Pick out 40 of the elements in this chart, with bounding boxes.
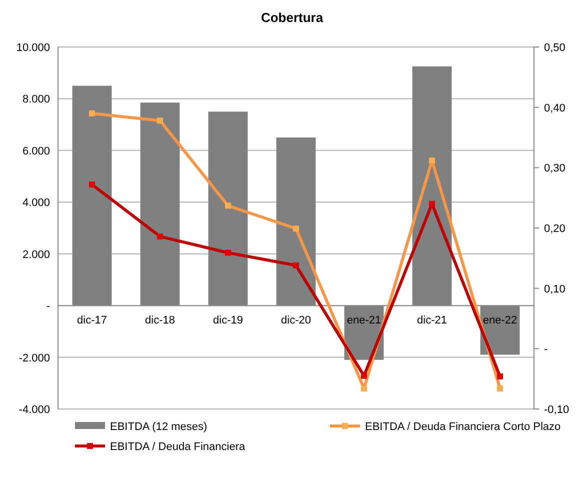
y2-tick-label: - — [544, 344, 548, 356]
y2-tick-label: 0,20 — [544, 223, 566, 235]
y-tick-label: 2.000 — [22, 248, 50, 261]
y2-tick-label: 0,40 — [544, 102, 566, 114]
y2-tick-label: -0,10 — [544, 404, 570, 416]
legend-label: EBITDA / Deuda Financiera Corto Plazo — [365, 421, 561, 433]
point — [89, 110, 95, 116]
point — [225, 202, 231, 209]
x-tick-label: dic-19 — [213, 314, 243, 327]
y2-tick-label: 0,10 — [544, 283, 566, 296]
x-tick-label: dic-17 — [77, 314, 107, 327]
point — [497, 385, 503, 392]
x-tick-label: ene-21 — [346, 314, 382, 327]
y2-tick-label: 0,30 — [544, 162, 566, 175]
point — [429, 157, 435, 164]
y-tick-label: - — [46, 300, 50, 313]
point — [361, 385, 367, 392]
point — [429, 200, 435, 207]
x-tick-label: ene-22 — [482, 314, 518, 327]
point — [361, 372, 367, 379]
chart-title: Cobertura — [260, 10, 324, 25]
point — [293, 226, 299, 232]
y-tick-label: 6.000 — [22, 145, 50, 158]
y-tick-label: -2.000 — [18, 352, 50, 364]
legend-label: EBITDA (12 meses) — [110, 421, 208, 433]
x-tick-label: dic-18 — [145, 314, 175, 327]
y-tick-label: 4.000 — [22, 197, 50, 210]
point — [293, 262, 299, 268]
point — [497, 373, 503, 380]
point — [89, 182, 95, 188]
legend-label: EBITDA / Deuda Financiera — [110, 441, 246, 453]
point — [157, 118, 163, 124]
point — [157, 233, 163, 240]
point — [225, 250, 231, 256]
x-tick-label: dic-21 — [417, 314, 447, 327]
y2-tick-label: 0,50 — [544, 42, 566, 54]
x-tick-label: dic-20 — [281, 314, 311, 327]
y-tick-label: 8.000 — [22, 94, 50, 106]
y-tick-label: 10.000 — [16, 42, 50, 54]
y-tick-label: -4.000 — [18, 404, 50, 416]
